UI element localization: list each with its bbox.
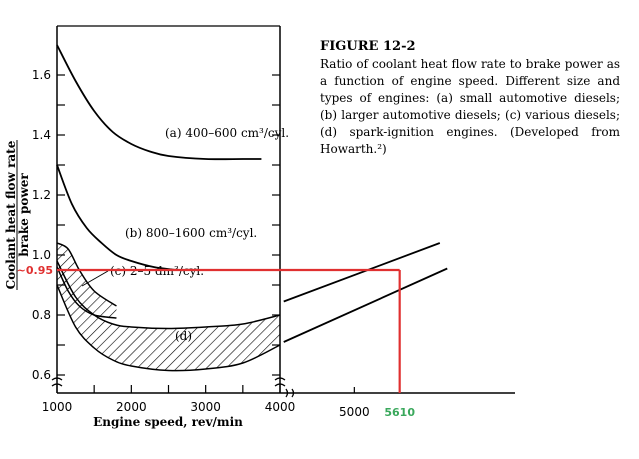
x-tick-label: 4000	[265, 400, 296, 414]
axes-layer	[51, 25, 515, 398]
y-axis-title-denominator: brake power	[17, 173, 31, 257]
curves-layer	[56, 44, 448, 343]
figure-caption-text: Ratio of coolant heat flow rate to brake…	[320, 57, 620, 156]
x-axis-break	[285, 388, 295, 398]
series-line-1	[56, 164, 177, 271]
y-axis-title-numerator: Coolant heat flow rate	[4, 140, 18, 289]
right-axis-break	[274, 377, 286, 387]
extrapolation-upper	[283, 242, 441, 303]
series-label-leader	[81, 270, 109, 287]
extrapolation-lower	[283, 267, 448, 343]
x-tick-label: 1000	[42, 400, 73, 414]
y-tick-label: 1.6	[32, 68, 51, 82]
x-tick-label: 2000	[116, 400, 147, 414]
y-axis-break	[51, 377, 63, 387]
annotation-layer: ~0.95 5610	[17, 264, 416, 419]
marker-y-label: ~0.95	[17, 264, 53, 277]
series-line-0	[56, 44, 262, 161]
band-lower-3	[56, 284, 281, 372]
band-fill-3	[57, 261, 280, 371]
x-tick-label: 3000	[190, 400, 221, 414]
figure-caption: FIGURE 12-2 Ratio of coolant heat flow r…	[320, 38, 620, 158]
band-fill-2	[57, 243, 117, 318]
band-upper-3	[56, 260, 281, 330]
y-tick-label: 1.2	[32, 188, 51, 202]
series-label-3: (d)	[175, 329, 192, 343]
x-tick-label-extended: 5000	[339, 405, 370, 419]
x-axis-title: Engine speed, rev/min	[93, 415, 243, 429]
series-label-0: (a) 400–600 cm³/cyl.	[165, 126, 289, 140]
y-tick-label: 1.0	[32, 248, 51, 262]
y-tick-label: 0.8	[32, 308, 51, 322]
marker-x-label: 5610	[384, 406, 415, 419]
figure-title: FIGURE 12-2	[320, 39, 416, 54]
y-tick-label: 0.6	[32, 368, 51, 382]
series-label-1: (b) 800–1600 cm³/cyl.	[125, 226, 257, 240]
y-tick-label: 1.4	[32, 128, 51, 142]
bands-layer	[56, 242, 281, 372]
